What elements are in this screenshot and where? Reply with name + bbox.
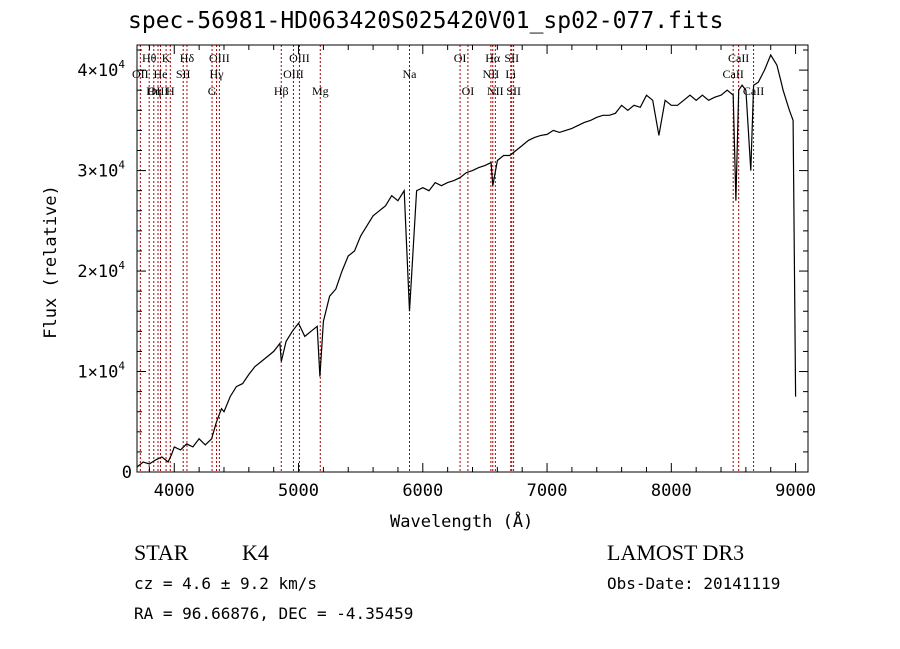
x-tick-label: 6000 [402,481,443,501]
y-tick-label: 0 [122,463,132,483]
y-axis-label: Flux (relative) [40,185,61,339]
spectral-line-label: SII [176,67,191,81]
spectral-line-label: OI [454,51,467,65]
spectral-line-label: CaII [743,84,764,98]
spectrum-line [136,53,797,468]
spectral-line-label: OI [462,84,475,98]
spectral-line-label: CaII [728,51,749,65]
spectral-line-label: OII [132,67,149,81]
spectral-line-label: Li [505,67,516,81]
spectral-line-label: Hβ [274,84,289,98]
spectral-line-label: CaII [723,67,744,81]
spectral-line-label: G [208,84,217,98]
spectral-line-label: Hθ [142,51,157,65]
y-tick-label: 3×104 [77,159,125,182]
x-tick-label: 9000 [775,481,816,501]
spectral-line-label: Hη [146,84,161,98]
spectral-line-label: Hα [485,51,501,65]
y-tick-label: 4×104 [77,58,125,81]
x-tick-label: 5000 [278,481,319,501]
x-tick-label: 8000 [651,481,692,501]
spectral-line-label: Hγ [210,67,225,81]
spectral-line-label: SII [504,51,519,65]
spectral-line-label: OIII [283,67,304,81]
x-tick-label: 4000 [154,481,195,501]
spectral-line-label: H [166,84,175,98]
spectral-line-label: Hδ [180,51,195,65]
spectral-line-label: Na [403,67,418,81]
spectral-line-label: OIII [148,84,169,98]
chart-title: spec-56981-HD063420S025420V01_sp02-077.f… [128,8,724,34]
redshift-info: cz = 4.6 ± 9.2 km/s [134,574,318,593]
plot-frame [136,44,809,473]
spectral-line-label: Mg [312,84,329,98]
obs-date: Obs-Date: 20141119 [607,574,781,593]
spectral-line-label: K [162,51,171,65]
object-class: STAR [134,540,189,565]
spectral-line-label: He [153,67,167,81]
spectral-line-label: OIII [209,51,230,65]
spectral-line-label: OIII [289,51,310,65]
spectral-line-label: NII [487,84,504,98]
object-subclass: K4 [242,540,269,565]
coordinates: RA = 96.66876, DEC = -4.35459 [134,604,414,623]
x-tick-label: 7000 [527,481,568,501]
spectral-line-label: NII [483,67,500,81]
y-tick-label: 1×104 [77,360,125,383]
y-tick-label: 2×104 [77,259,125,282]
spectral-line-label: SII [506,84,521,98]
x-axis-label: Wavelength (Å) [390,512,534,532]
survey-name: LAMOST DR3 [607,540,745,565]
